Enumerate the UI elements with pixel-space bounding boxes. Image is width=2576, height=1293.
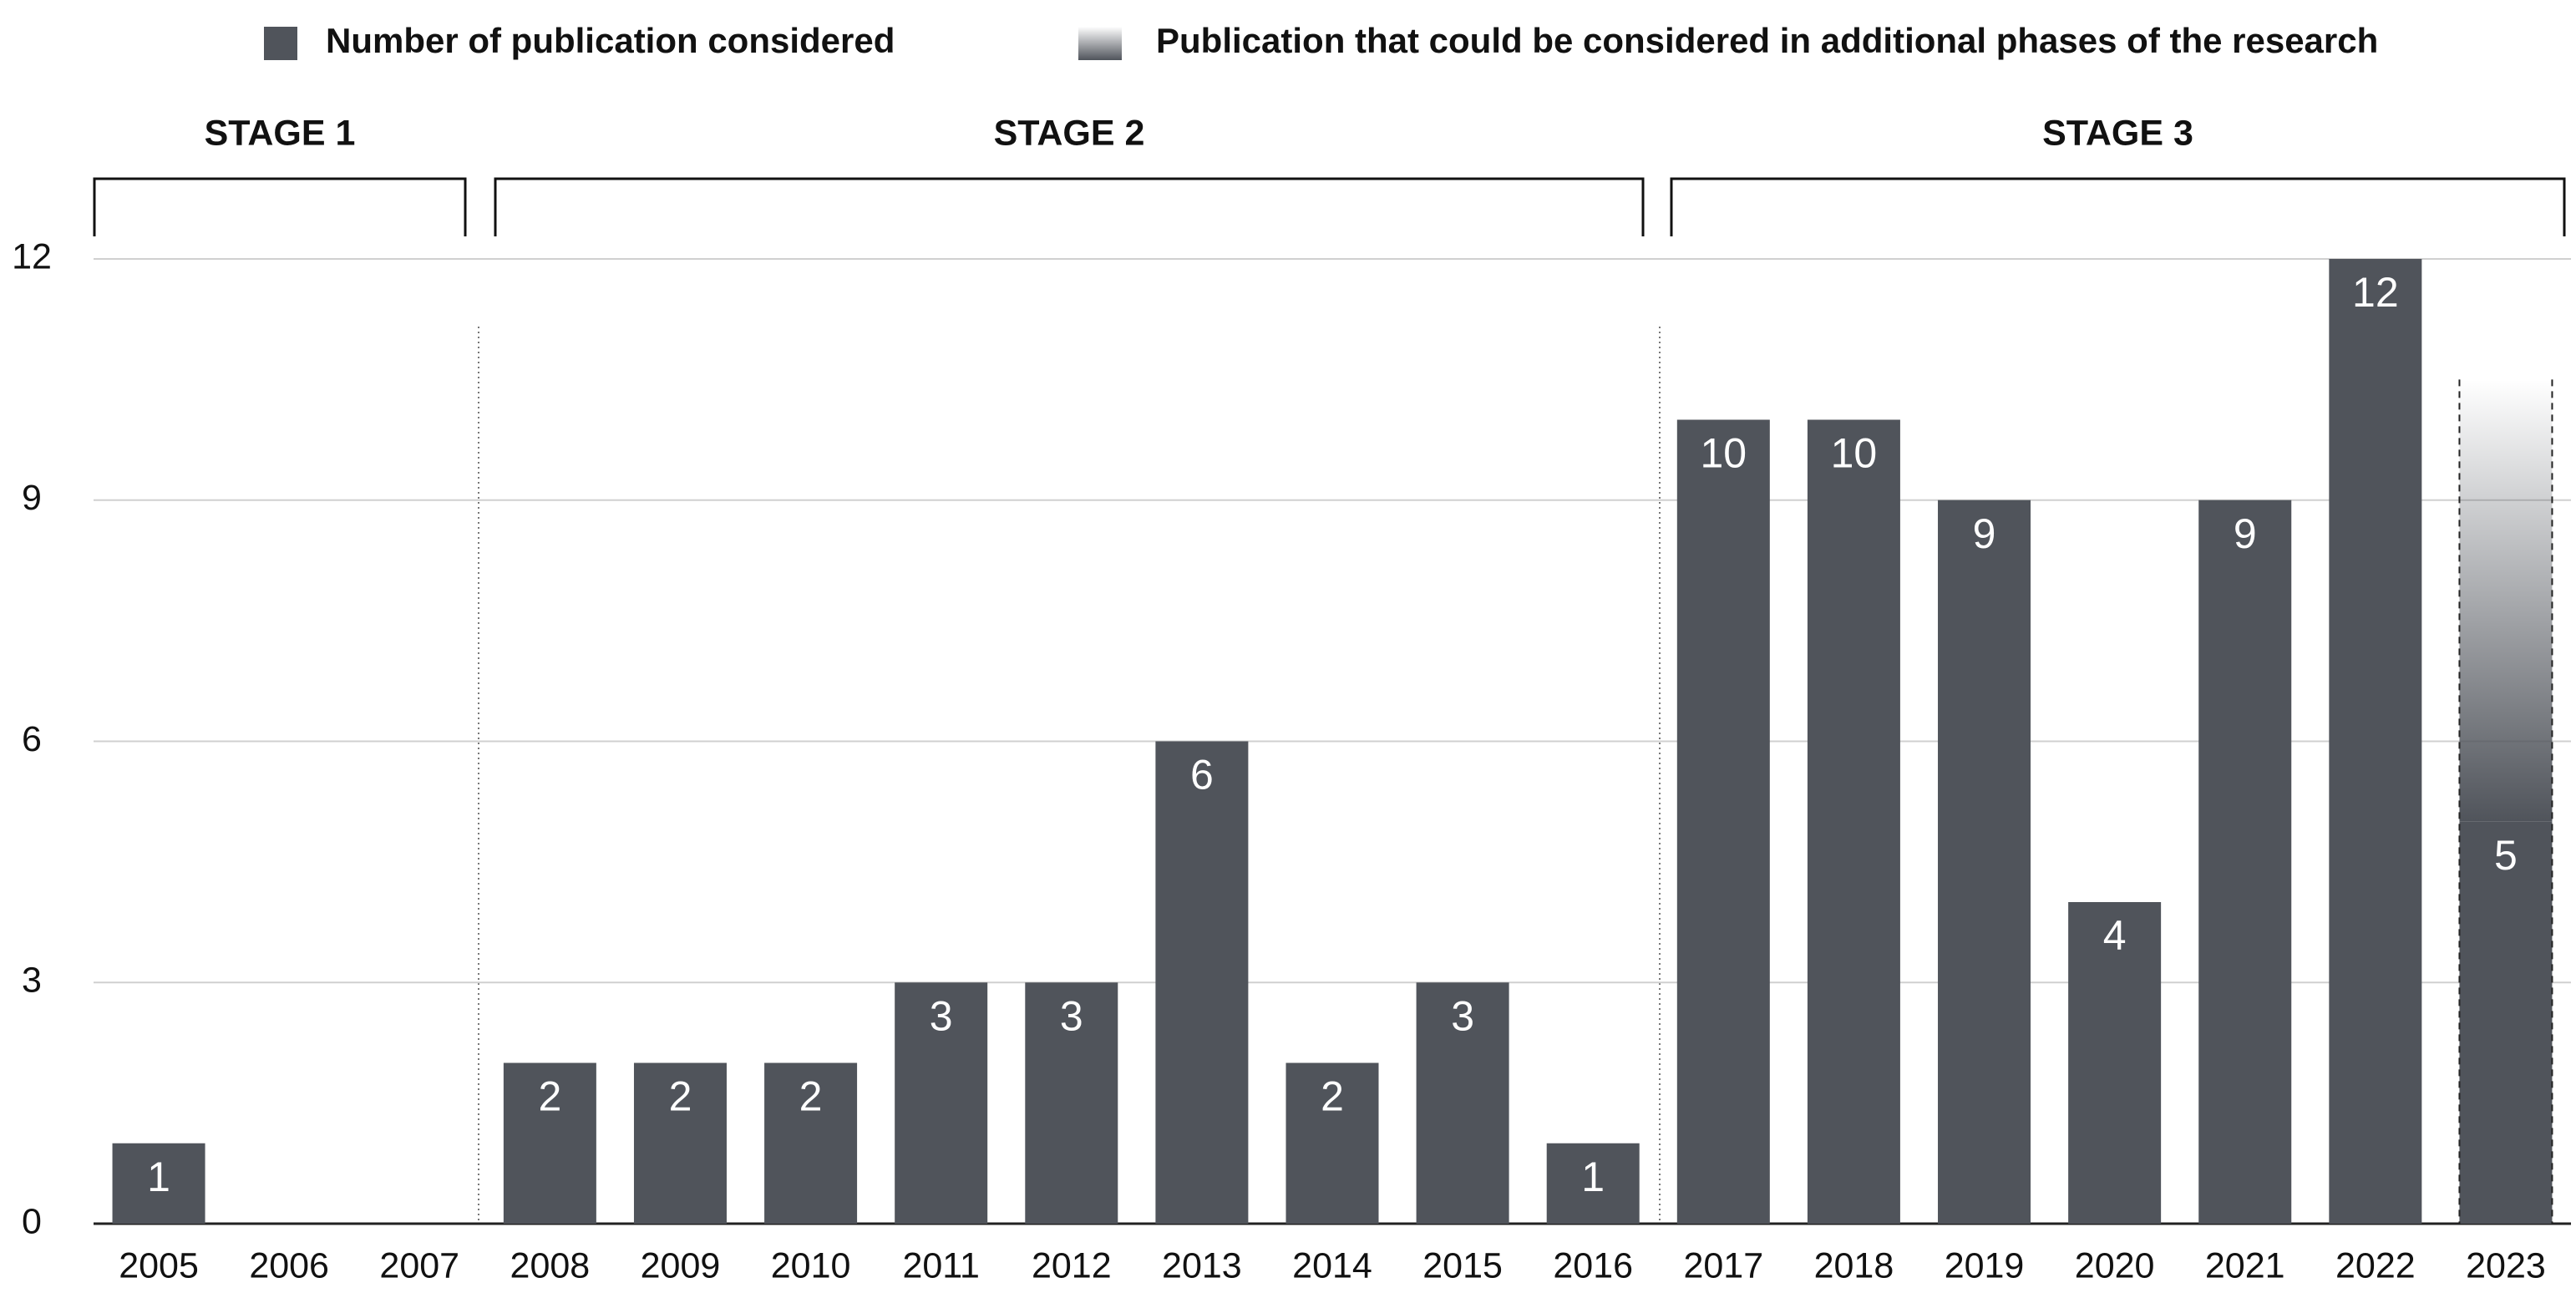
x-tick-label: 2018 [1814,1245,1894,1285]
y-tick-label: 6 [22,719,42,759]
stage-bracket [93,177,467,236]
bar [2068,902,2162,1224]
y-tick-label: 3 [22,961,42,1001]
value-label: 5 [2494,832,2518,879]
x-tick-label: 2011 [902,1245,979,1285]
value-label: 12 [2352,269,2399,316]
bar [1416,982,1509,1224]
value-label: 10 [1831,430,1878,477]
bar [1025,982,1118,1224]
value-label: 2 [538,1073,561,1120]
bar [764,1062,858,1224]
bar [1285,1062,1379,1224]
bar [633,1062,727,1224]
x-tick-label: 2023 [2466,1245,2546,1285]
value-label: 3 [1451,992,1474,1039]
value-label: 6 [1190,752,1214,799]
value-label: 3 [1060,992,1083,1039]
x-tick-label: 2010 [771,1245,851,1285]
bar [1938,499,2031,1224]
legend-swatch [264,27,297,60]
x-tick-label: 2019 [1945,1245,2025,1285]
stage-label: STAGE 3 [2042,113,2193,153]
stage-bracket [494,177,1645,236]
bar [2329,259,2422,1224]
value-label: 2 [669,1073,692,1120]
bar [895,982,988,1224]
bar-potential [2459,379,2553,822]
value-label: 4 [2103,912,2127,959]
y-tick-label: 9 [22,478,42,518]
value-label: 3 [930,992,953,1039]
x-tick-label: 2016 [1553,1245,1633,1285]
y-tick-label: 0 [22,1201,42,1241]
value-label: 2 [1321,1073,1344,1120]
x-tick-label: 2015 [1422,1245,1503,1285]
x-tick-label: 2021 [2205,1245,2285,1285]
x-tick-label: 2007 [379,1245,459,1285]
x-tick-label: 2005 [119,1245,199,1285]
bar [2198,499,2292,1224]
stage-label: STAGE 1 [205,113,356,153]
value-label: 9 [2234,510,2257,557]
x-tick-label: 2020 [2075,1245,2155,1285]
stage-label: STAGE 2 [994,113,1145,153]
legend-label: Publication that could be considered in … [1156,21,2378,60]
bar [1676,419,1770,1224]
stage-bracket [1670,177,2566,236]
bar [503,1062,596,1224]
bar [2459,821,2553,1224]
legend-label: Number of publication considered [326,21,895,60]
x-tick-label: 2014 [1292,1245,1372,1285]
bar [1807,419,1900,1224]
value-label: 2 [799,1073,823,1120]
value-label: 9 [1973,510,1996,557]
x-tick-label: 2013 [1162,1245,1242,1285]
legend-swatch [1078,27,1122,60]
x-tick-label: 2008 [510,1245,591,1285]
value-label: 10 [1701,430,1747,477]
x-tick-label: 2012 [1032,1245,1112,1285]
value-label: 1 [147,1154,170,1200]
x-tick-label: 2006 [249,1245,329,1285]
bar [1155,741,1249,1224]
value-label: 1 [1581,1154,1605,1200]
x-tick-label: 2009 [641,1245,721,1285]
bar [112,1143,205,1224]
x-tick-label: 2022 [2335,1245,2416,1285]
y-tick-label: 12 [12,236,52,276]
bar [1546,1143,1640,1224]
x-tick-label: 2017 [1683,1245,1763,1285]
